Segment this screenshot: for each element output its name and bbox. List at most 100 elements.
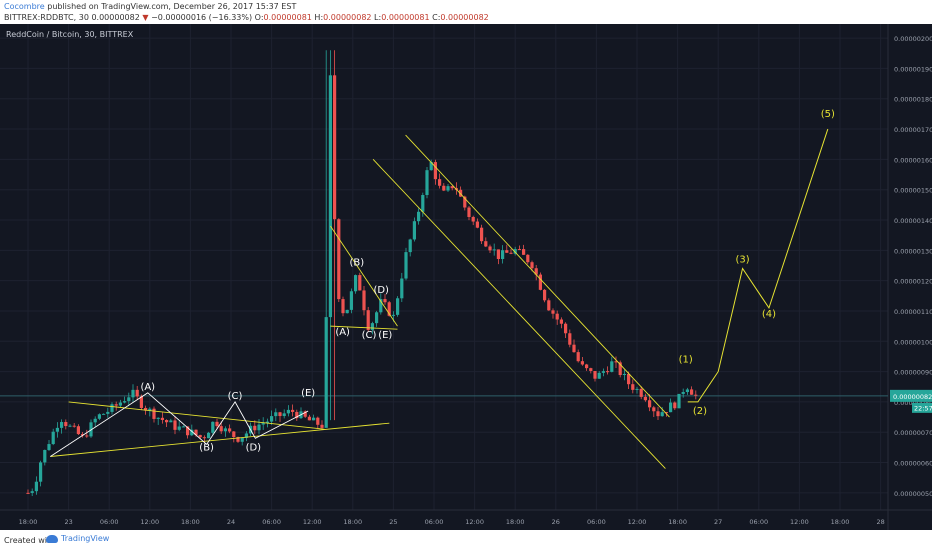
candle-body bbox=[509, 252, 513, 254]
wave-label: (E) bbox=[301, 388, 315, 399]
candle-body bbox=[404, 252, 408, 279]
candle-body bbox=[286, 409, 290, 414]
candle-body bbox=[614, 361, 618, 363]
pane-title: ReddCoin / Bitcoin, 30, BITTREX bbox=[6, 30, 134, 39]
candle-body bbox=[433, 162, 437, 180]
candle-body bbox=[194, 429, 198, 436]
candle-body bbox=[328, 75, 332, 318]
wave-label: (B) bbox=[199, 442, 214, 453]
candle-body bbox=[438, 179, 442, 186]
candle-body bbox=[475, 221, 479, 228]
candle-body bbox=[471, 216, 475, 222]
candle-body bbox=[64, 422, 68, 427]
y-tick-label: 0.00000070 bbox=[894, 429, 932, 437]
candle-body bbox=[568, 333, 572, 345]
last-price: 0.00000082 bbox=[91, 13, 140, 22]
wave-label: (2) bbox=[693, 406, 707, 417]
candle-body bbox=[530, 262, 534, 269]
created-with-label: Created with bbox=[4, 536, 56, 545]
candle-body bbox=[496, 249, 500, 259]
y-tick-label: 0.00000130 bbox=[894, 247, 932, 255]
y-tick-label: 0.00000190 bbox=[894, 65, 932, 73]
candle-body bbox=[450, 186, 454, 189]
wave-label: (5) bbox=[821, 109, 835, 120]
candle-body bbox=[135, 389, 139, 397]
candle-body bbox=[123, 401, 127, 403]
candle-body bbox=[387, 302, 391, 316]
candle-body bbox=[181, 426, 185, 428]
candle-body bbox=[295, 411, 299, 419]
candle-body bbox=[656, 411, 660, 417]
candle-body bbox=[526, 254, 530, 263]
close-value: 0.00000082 bbox=[440, 13, 489, 22]
candle-body bbox=[572, 344, 576, 353]
candle-body bbox=[51, 431, 55, 445]
candle-body bbox=[240, 437, 244, 442]
y-tick-label: 0.00000160 bbox=[894, 156, 932, 164]
candle-body bbox=[660, 412, 664, 417]
candle-body bbox=[345, 309, 349, 314]
candle-body bbox=[576, 352, 580, 362]
footer: Created with TradingView bbox=[0, 530, 932, 550]
candle-body bbox=[354, 275, 358, 292]
published-text: published on TradingView.com, December 2… bbox=[47, 2, 297, 11]
candle-body bbox=[316, 417, 320, 425]
candle-body bbox=[635, 388, 639, 390]
candle-body bbox=[639, 388, 643, 397]
candle-body bbox=[652, 407, 656, 412]
candle-body bbox=[673, 402, 677, 409]
candle-body bbox=[81, 434, 85, 436]
candle-body bbox=[669, 402, 673, 413]
y-tick-label: 0.00000150 bbox=[894, 187, 932, 195]
candlestick-chart[interactable]: 0.00000200 0.00000190 0.00000180 0.00000170… bbox=[0, 24, 932, 530]
candle-body bbox=[72, 425, 76, 427]
candle-body bbox=[362, 290, 366, 311]
wave-label: (D) bbox=[373, 285, 389, 296]
x-tick-label: 06:00 bbox=[587, 518, 606, 526]
candle-body bbox=[85, 435, 89, 437]
candle-body bbox=[366, 310, 370, 330]
candle-body bbox=[513, 249, 517, 254]
candle-body bbox=[480, 227, 484, 242]
y-tick-label: 0.00000200 bbox=[894, 35, 932, 43]
tradingview-logo[interactable]: TradingView bbox=[46, 534, 109, 543]
candle-body bbox=[681, 392, 685, 394]
candle-body bbox=[538, 274, 542, 290]
wave-label: (D) bbox=[246, 442, 262, 453]
candle-body bbox=[685, 389, 689, 393]
candle-body bbox=[606, 371, 610, 373]
candle-body bbox=[677, 393, 681, 409]
candle-body bbox=[648, 400, 652, 408]
candle-body bbox=[589, 368, 593, 371]
candle-body bbox=[408, 239, 412, 253]
candle-body bbox=[534, 268, 538, 275]
x-tick-label: 27 bbox=[714, 518, 722, 526]
candle-body bbox=[244, 433, 248, 438]
candle-body bbox=[270, 416, 274, 422]
candle-body bbox=[341, 299, 345, 314]
high-value: 0.00000082 bbox=[323, 13, 372, 22]
wave-label: (B) bbox=[350, 257, 365, 268]
candle-body bbox=[97, 414, 101, 419]
trend-line bbox=[50, 422, 390, 457]
candle-body bbox=[551, 310, 555, 314]
candle-body bbox=[349, 291, 353, 310]
wave-label: (1) bbox=[679, 355, 693, 366]
candle-body bbox=[543, 289, 547, 301]
candle-body bbox=[517, 249, 521, 251]
x-tick-label: 12:00 bbox=[140, 518, 159, 526]
candle-body bbox=[488, 246, 492, 251]
candle-body bbox=[337, 219, 341, 300]
x-tick-label: 06:00 bbox=[425, 518, 444, 526]
candle-body bbox=[459, 189, 463, 197]
y-tick-label: 0.00000120 bbox=[894, 278, 932, 286]
candle-body bbox=[400, 278, 404, 299]
candle-body bbox=[93, 418, 97, 423]
down-arrow-icon: ▼ bbox=[142, 13, 149, 22]
candle-body bbox=[274, 412, 278, 417]
y-tick-label: 0.00000180 bbox=[894, 96, 932, 104]
chart-pane[interactable]: 0.00000200 0.00000190 0.00000180 0.00000170… bbox=[0, 24, 932, 530]
y-tick-label: 0.00000090 bbox=[894, 369, 932, 377]
candle-body bbox=[173, 420, 177, 430]
author-link[interactable]: Cocombre bbox=[4, 2, 45, 11]
